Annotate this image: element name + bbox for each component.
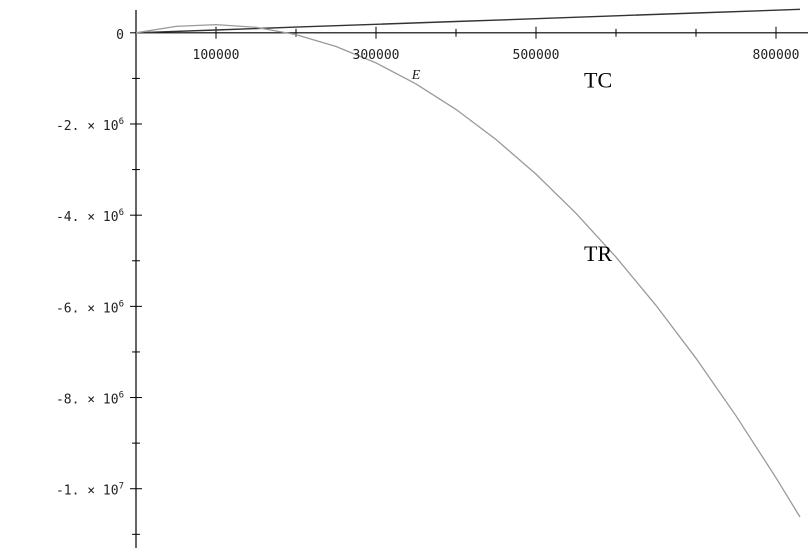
y-tick-label-base: -1. × 10	[56, 484, 119, 499]
y-tick-label-exponent: 6	[119, 117, 124, 127]
y-tick-label: 0	[116, 28, 124, 43]
y-tick-label: -6. × 106	[56, 299, 124, 316]
y-tick-label: -2. × 106	[56, 117, 124, 134]
y-tick-label-exponent: 7	[119, 482, 124, 492]
annotation-tc: TC	[584, 68, 612, 93]
y-tick-label-base: 0	[116, 28, 124, 43]
y-tick-label: -4. × 106	[56, 208, 124, 225]
x-tick-label: 500000	[513, 48, 560, 63]
x-tick-label: 100000	[193, 48, 240, 63]
series-tr-line	[135, 23, 801, 518]
x-tick-label: 800000	[753, 48, 800, 63]
series-tc-line	[135, 8, 801, 34]
axes	[130, 10, 808, 548]
y-tick-label-base: -8. × 10	[56, 393, 119, 408]
y-tick-label-exponent: 6	[119, 208, 124, 218]
y-tick-label-base: -4. × 10	[56, 210, 119, 225]
annotation-tr: TR	[584, 241, 612, 266]
y-tick-label-base: -2. × 10	[56, 119, 119, 134]
y-tick-label-exponent: 6	[119, 299, 124, 309]
y-tick-label-exponent: 6	[119, 391, 124, 401]
x-tick-label: 300000	[353, 48, 400, 63]
y-tick-label-base: -6. × 10	[56, 301, 119, 316]
y-tick-label: -1. × 107	[56, 482, 124, 499]
curves	[135, 8, 801, 518]
y-tick-label: -8. × 106	[56, 391, 124, 408]
x-axis-label: E	[411, 68, 421, 83]
